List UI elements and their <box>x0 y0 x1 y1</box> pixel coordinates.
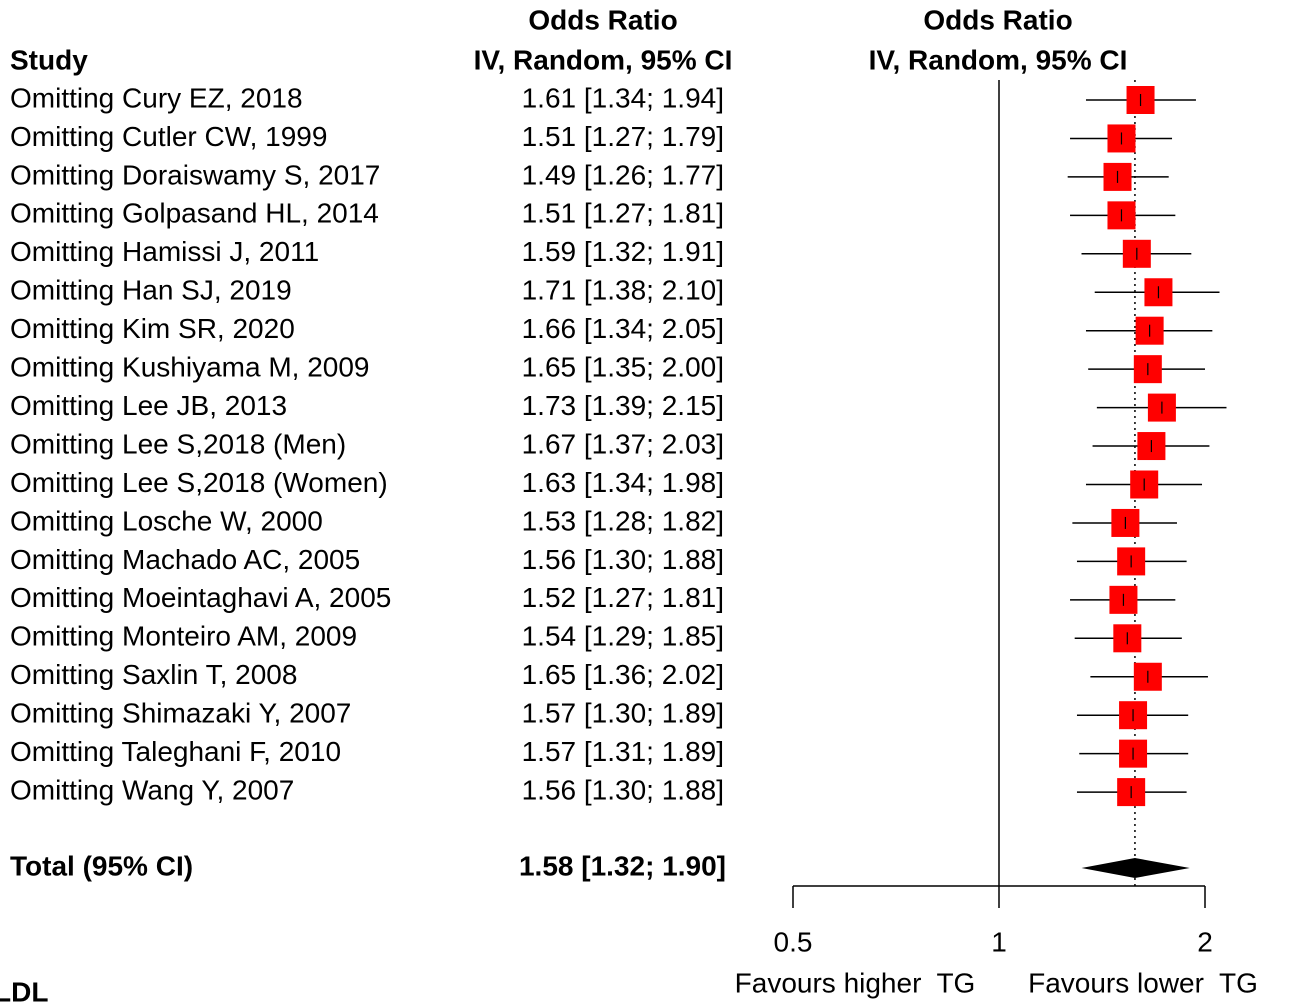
ci-label: 1.71 [1.38; 2.10] <box>522 275 724 306</box>
study-label: Omitting Machado AC, 2005 <box>10 544 360 575</box>
study-label: Omitting Monteiro AM, 2009 <box>10 621 357 652</box>
ci-label: 1.51 [1.27; 1.81] <box>522 198 724 229</box>
study-label: Omitting Kim SR, 2020 <box>10 313 295 344</box>
ci-header: IV, Random, 95% CI <box>474 44 733 75</box>
ci-label: 1.56 [1.30; 1.88] <box>522 774 724 805</box>
study-label: Omitting Saxlin T, 2008 <box>10 659 297 690</box>
study-label: Omitting Lee S,2018 (Men) <box>10 428 346 459</box>
plot-header: Odds Ratio <box>923 4 1072 35</box>
ci-label: 1.65 [1.36; 2.02] <box>522 659 724 690</box>
study-label: Omitting Losche W, 2000 <box>10 505 323 536</box>
ci-label: 1.57 [1.30; 1.89] <box>522 698 724 729</box>
ci-label: 1.59 [1.32; 1.91] <box>522 236 724 267</box>
footnote: LDL <box>0 976 48 1004</box>
study-label: Omitting Lee S,2018 (Women) <box>10 467 388 498</box>
total-label: Total (95% CI) <box>10 850 193 881</box>
x-tick-label: 1 <box>991 926 1007 957</box>
total-ci: 1.58 [1.32; 1.90] <box>519 850 726 881</box>
ci-label: 1.53 [1.28; 1.82] <box>522 505 724 536</box>
ci-label: 1.73 [1.39; 2.15] <box>522 390 724 421</box>
x-tick-label: 2 <box>1197 926 1213 957</box>
study-label: Omitting Lee JB, 2013 <box>10 390 287 421</box>
study-label: Omitting Taleghani F, 2010 <box>10 736 341 767</box>
ci-label: 1.56 [1.30; 1.88] <box>522 544 724 575</box>
ci-label: 1.61 [1.34; 1.94] <box>522 82 724 113</box>
x-tick-label: 0.5 <box>774 926 813 957</box>
ci-label: 1.57 [1.31; 1.89] <box>522 736 724 767</box>
study-label: Omitting Golpasand HL, 2014 <box>10 198 379 229</box>
ci-label: 1.66 [1.34; 2.05] <box>522 313 724 344</box>
study-label: Omitting Moeintaghavi A, 2005 <box>10 582 391 613</box>
x-label-right: Favours lower TG <box>1028 967 1258 998</box>
study-label: Omitting Wang Y, 2007 <box>10 774 294 805</box>
ci-label: 1.65 [1.35; 2.00] <box>522 352 724 383</box>
ci-label: 1.51 [1.27; 1.79] <box>522 121 724 152</box>
ci-label: 1.63 [1.34; 1.98] <box>522 467 724 498</box>
x-label-left: Favours higher TG <box>735 967 976 998</box>
ci-label: 1.49 [1.26; 1.77] <box>522 159 724 190</box>
study-label: Omitting Cutler CW, 1999 <box>10 121 327 152</box>
study-label: Omitting Han SJ, 2019 <box>10 275 292 306</box>
study-label: Omitting Shimazaki Y, 2007 <box>10 698 351 729</box>
study-label: Omitting Doraiswamy S, 2017 <box>10 159 380 190</box>
pooled-diamond <box>1081 858 1190 878</box>
ci-label: 1.54 [1.29; 1.85] <box>522 621 724 652</box>
ci-label: 1.52 [1.27; 1.81] <box>522 582 724 613</box>
ci-label: 1.67 [1.37; 2.03] <box>522 428 724 459</box>
study-label: Omitting Hamissi J, 2011 <box>10 236 319 267</box>
study-label: Omitting Cury EZ, 2018 <box>10 82 303 113</box>
ci-header: Odds Ratio <box>528 4 677 35</box>
study-header: Study <box>10 44 88 75</box>
study-label: Omitting Kushiyama M, 2009 <box>10 352 370 383</box>
plot-header: IV, Random, 95% CI <box>869 44 1128 75</box>
